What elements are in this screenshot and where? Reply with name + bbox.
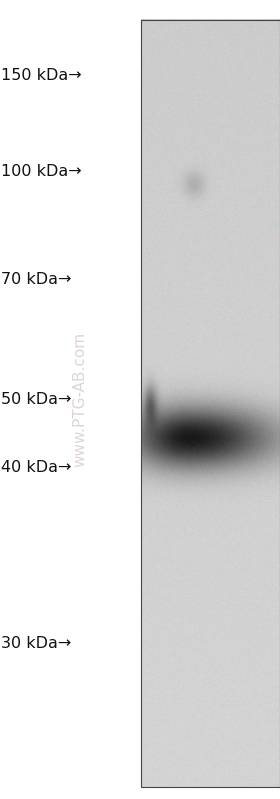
Text: 70 kDa→: 70 kDa→ bbox=[1, 272, 72, 287]
Text: 30 kDa→: 30 kDa→ bbox=[1, 636, 72, 650]
Text: 40 kDa→: 40 kDa→ bbox=[1, 460, 72, 475]
Text: 100 kDa→: 100 kDa→ bbox=[1, 165, 82, 179]
Text: www.PTG-AB.com: www.PTG-AB.com bbox=[72, 332, 87, 467]
Text: 50 kDa→: 50 kDa→ bbox=[1, 392, 72, 407]
Text: 150 kDa→: 150 kDa→ bbox=[1, 69, 82, 83]
Bar bbox=[141, 20, 280, 787]
